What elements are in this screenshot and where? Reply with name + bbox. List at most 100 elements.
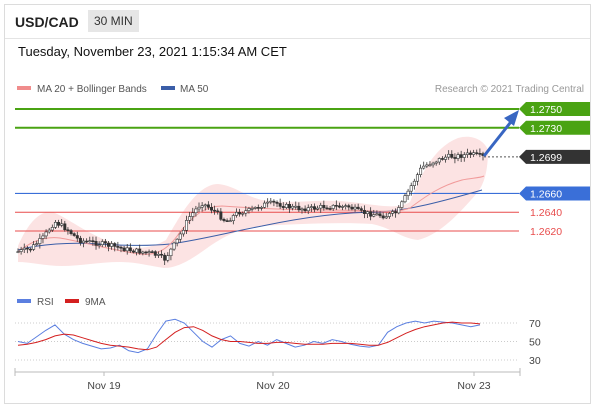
candle-body <box>253 207 257 209</box>
candle-body <box>400 201 404 208</box>
legend-label-ma50: MA 50 <box>180 84 209 95</box>
candle-body <box>263 202 267 208</box>
candle-body <box>422 165 426 169</box>
candle-body <box>444 156 448 160</box>
candle-body <box>144 251 148 254</box>
candle-body <box>281 206 285 208</box>
price-label-1.2750: 1.2750 <box>530 104 562 116</box>
candle-body <box>197 206 201 210</box>
candle-body <box>219 211 223 220</box>
candle-body <box>406 190 410 196</box>
candle-body <box>82 240 86 244</box>
candle-body <box>131 250 135 253</box>
candle-body <box>319 204 323 209</box>
rsi-line <box>17 318 481 354</box>
candle-body <box>450 153 454 158</box>
price-label-1.2699: 1.2699 <box>530 152 562 164</box>
candle-body <box>250 208 254 210</box>
candle-body <box>35 243 39 245</box>
price-axis-labels: 1.2750 1.2730 1.2699 1.2660 1.2640 1.2620 <box>519 102 590 238</box>
rsi-gridlines: 70 50 30 <box>15 318 541 367</box>
candle-body <box>231 215 235 222</box>
candle-body <box>97 244 101 246</box>
rsi-tick-70: 70 <box>529 318 541 330</box>
candle-body <box>387 213 391 217</box>
candle-body <box>206 204 210 208</box>
candle-body <box>119 246 123 249</box>
candle-body <box>188 216 192 221</box>
candle-body <box>288 203 292 209</box>
legend-label-9ma: 9MA <box>85 297 106 308</box>
symbol-title: USD/CAD <box>15 14 79 30</box>
candle-body <box>447 153 451 158</box>
timeframe-badge[interactable]: 30 MIN <box>88 10 139 32</box>
candle-body <box>160 253 164 256</box>
x-tick-label: Nov 23 <box>457 380 490 392</box>
candle-body <box>384 216 388 219</box>
candle-body <box>303 208 307 212</box>
candle-body <box>472 152 476 155</box>
candle-body <box>172 242 176 250</box>
price-tag-pivot <box>519 186 590 201</box>
candle-body <box>100 241 104 245</box>
candle-body <box>431 162 435 166</box>
candle-body <box>309 206 313 208</box>
candle-body <box>459 154 463 158</box>
x-tick-label: Nov 20 <box>256 380 289 392</box>
candle-body <box>328 208 332 210</box>
candle-body <box>225 220 229 222</box>
candle-body <box>103 241 107 244</box>
candle-body <box>291 206 295 209</box>
candle-body <box>344 205 348 207</box>
candle-body <box>394 211 398 214</box>
candle-body <box>222 219 226 221</box>
candle-body <box>322 204 326 209</box>
candle-body <box>53 222 57 228</box>
candle-body <box>141 251 145 254</box>
candle-body <box>440 158 444 160</box>
candle-body <box>369 211 373 217</box>
candle-body <box>60 223 64 226</box>
candle-body <box>147 251 151 253</box>
candle-body <box>456 154 460 159</box>
candle-body <box>116 246 120 248</box>
candle-body <box>300 208 304 211</box>
candles <box>16 148 485 265</box>
candle-body <box>403 195 407 203</box>
candle-body <box>135 248 139 253</box>
candle-body <box>462 154 466 158</box>
candle-body <box>125 247 129 252</box>
legend-swatch-9ma <box>65 299 79 303</box>
candle-body <box>453 157 457 159</box>
candle-body <box>72 233 76 236</box>
candle-body <box>331 205 335 209</box>
chart-card: USD/CAD 30 MIN Tuesday, November 23, 202… <box>4 4 591 404</box>
candle-body <box>191 212 195 217</box>
candle-body <box>16 251 20 253</box>
candle-body <box>465 152 469 155</box>
chart-header: USD/CAD 30 MIN <box>5 5 590 39</box>
candle-body <box>88 240 92 242</box>
candle-body <box>113 243 117 247</box>
candle-body <box>216 210 220 213</box>
candle-body <box>28 248 32 251</box>
candle-body <box>122 247 126 252</box>
candle-body <box>200 205 204 208</box>
candle-body <box>209 207 213 211</box>
x-axis-ticks: Nov 19 Nov 20 Nov 23 <box>14 368 521 392</box>
ma20-line <box>17 175 485 255</box>
legend-label-rsi: RSI <box>37 297 54 308</box>
candle-body <box>356 206 360 209</box>
candle-body <box>428 164 432 167</box>
candle-body <box>50 227 54 231</box>
price-levels <box>15 108 519 232</box>
price-tag-resistance <box>519 120 590 135</box>
candle-body <box>469 152 473 155</box>
candle-body <box>272 200 276 203</box>
candle-body <box>91 240 95 242</box>
candle-body <box>306 207 310 212</box>
candle-body <box>397 207 401 214</box>
candle-body <box>238 211 242 215</box>
candle-body <box>78 237 82 244</box>
candle-body <box>150 251 154 253</box>
